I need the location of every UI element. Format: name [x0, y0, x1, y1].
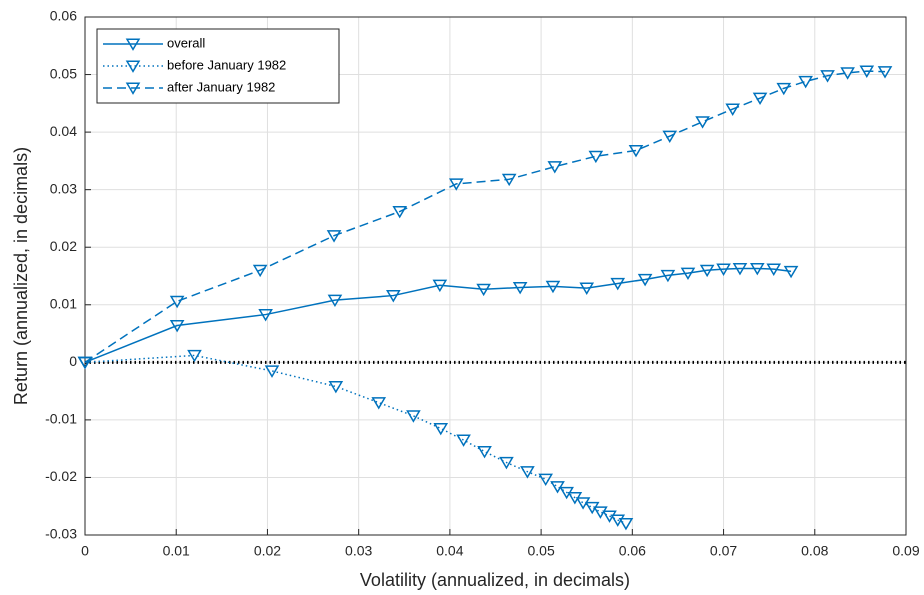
- y-tick-label: 0: [69, 353, 77, 369]
- marker: [725, 103, 740, 116]
- plot-frame: [84, 16, 907, 536]
- x-tick-label: 0.08: [801, 543, 828, 559]
- marker: [187, 349, 202, 363]
- marker: [77, 356, 93, 370]
- marker: [783, 265, 799, 279]
- marker: [859, 65, 875, 78]
- y-tick-label: -0.03: [45, 526, 77, 542]
- x-tick-label: 0.04: [436, 543, 463, 559]
- marker: [327, 294, 343, 308]
- series-line: [84, 354, 627, 525]
- marker: [610, 277, 626, 291]
- marker: [448, 178, 464, 191]
- x-tick-label: 0.06: [619, 543, 646, 559]
- x-axis-label: Volatility (annualized, in decimals): [360, 570, 630, 590]
- marker: [877, 66, 893, 79]
- legend-label: overall: [167, 35, 205, 50]
- marker: [456, 434, 471, 447]
- y-axis-label: Return (annualized, in decimals): [11, 147, 31, 405]
- marker: [258, 309, 273, 322]
- legend-marker: [125, 82, 141, 95]
- marker: [512, 281, 528, 295]
- marker: [660, 269, 676, 283]
- legend-label: before January 1982: [167, 57, 286, 72]
- marker: [732, 262, 748, 276]
- marker: [637, 273, 653, 287]
- y-tick-label: 0.03: [50, 180, 77, 196]
- marker: [252, 264, 268, 278]
- y-tick-label: -0.02: [45, 468, 77, 484]
- series-line: [84, 70, 886, 363]
- marker: [499, 456, 514, 470]
- marker: [328, 380, 344, 394]
- marker: [433, 422, 449, 436]
- x-tick-label: 0.05: [527, 543, 554, 559]
- marker: [326, 230, 342, 243]
- y-tick-label: 0.05: [50, 65, 77, 81]
- marker: [520, 466, 535, 479]
- marker: [752, 92, 768, 106]
- marker: [545, 280, 561, 294]
- marker: [547, 161, 563, 174]
- x-tick-label: 0.01: [163, 543, 190, 559]
- marker: [662, 130, 678, 144]
- marker: [392, 205, 408, 219]
- marker: [820, 70, 835, 83]
- y-tick-label: 0.06: [50, 8, 77, 24]
- marker: [618, 517, 634, 531]
- marker: [406, 410, 421, 423]
- marker: [432, 279, 448, 293]
- y-tick-label: 0.02: [50, 238, 77, 254]
- marker: [579, 282, 595, 295]
- marker: [628, 144, 644, 158]
- x-tick-label: 0.09: [892, 543, 919, 559]
- marker: [798, 75, 813, 89]
- marker: [840, 67, 855, 80]
- legend-marker: [125, 38, 141, 51]
- x-tick-label: 0: [81, 543, 89, 559]
- marker: [680, 267, 696, 281]
- marker: [477, 445, 492, 459]
- y-tick-label: -0.01: [45, 411, 77, 427]
- marker: [766, 263, 782, 276]
- marker: [776, 82, 792, 96]
- marker: [264, 365, 280, 378]
- marker: [386, 290, 401, 303]
- legend-marker: [125, 60, 141, 73]
- marker: [588, 150, 604, 164]
- x-tick-label: 0.03: [345, 543, 372, 559]
- marker: [169, 295, 185, 309]
- y-tick-label: 0.01: [50, 295, 77, 311]
- marker: [501, 173, 517, 187]
- marker: [749, 262, 765, 276]
- x-tick-label: 0.02: [254, 543, 281, 559]
- marker: [538, 473, 553, 487]
- marker: [371, 397, 387, 410]
- marker: [716, 263, 731, 276]
- marker: [695, 116, 710, 129]
- marker: [476, 283, 491, 297]
- y-tick-label: 0.04: [50, 123, 77, 139]
- legend-label: after January 1982: [167, 79, 275, 94]
- x-tick-label: 0.07: [710, 543, 737, 559]
- marker: [699, 264, 715, 278]
- marker: [169, 319, 185, 333]
